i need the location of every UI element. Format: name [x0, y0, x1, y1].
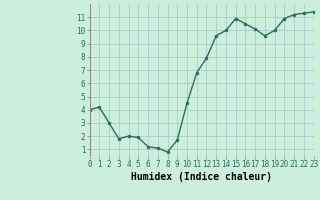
X-axis label: Humidex (Indice chaleur): Humidex (Indice chaleur)	[131, 172, 272, 182]
